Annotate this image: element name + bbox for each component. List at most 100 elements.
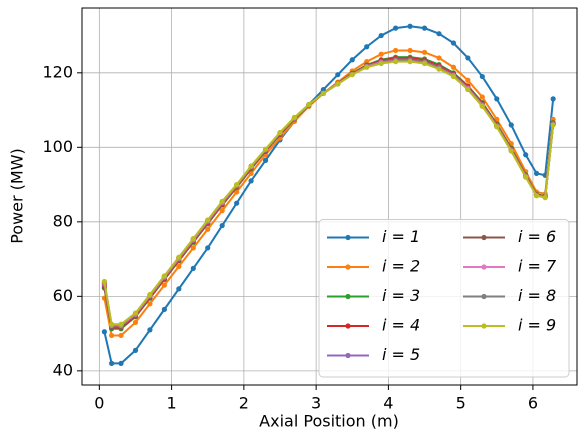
point <box>262 146 269 152</box>
legend-label: i = 4 <box>382 316 420 335</box>
y-axis-label: Power (MW) <box>8 148 27 244</box>
point <box>161 273 167 279</box>
point <box>349 57 355 63</box>
point <box>393 59 399 65</box>
series-line <box>103 60 555 326</box>
point <box>205 217 211 223</box>
point <box>205 245 211 251</box>
x-tick-label: 3 <box>311 394 321 413</box>
point <box>436 55 442 61</box>
point <box>147 291 153 298</box>
plot-frame <box>81 7 578 386</box>
point <box>109 321 115 327</box>
point <box>234 200 240 206</box>
legend-marker <box>345 323 351 329</box>
point <box>118 321 124 327</box>
legend-label: i = 8 <box>518 286 556 305</box>
point <box>147 301 153 307</box>
legend-label: i = 2 <box>382 257 420 276</box>
y-tick-label: 60 <box>53 286 73 305</box>
legend-label: i = 7 <box>518 257 557 276</box>
legend-box <box>318 219 570 378</box>
point <box>234 189 240 195</box>
point <box>219 208 225 214</box>
point <box>205 226 211 232</box>
point <box>161 306 167 312</box>
point <box>335 72 341 78</box>
point <box>248 178 254 184</box>
x-axis-label: Axial Position (m) <box>259 412 399 431</box>
point <box>523 174 529 180</box>
series-line <box>103 25 555 365</box>
point <box>262 157 269 163</box>
point <box>421 60 428 67</box>
point <box>291 114 298 121</box>
point <box>378 51 384 57</box>
point <box>118 332 124 339</box>
point <box>132 347 139 353</box>
x-tick-label: 4 <box>383 394 393 413</box>
point <box>450 40 457 46</box>
point <box>190 245 196 251</box>
point <box>378 32 384 39</box>
legend: i = 1 i = 2 i = 3 i = 4 i = 5 i = 6 i = 7 i = 8… <box>318 219 570 378</box>
point <box>176 263 182 270</box>
point <box>508 148 514 154</box>
point <box>176 254 182 260</box>
point <box>407 59 413 65</box>
point <box>335 81 341 87</box>
point <box>494 124 500 130</box>
point <box>421 25 428 31</box>
legend-marker <box>481 323 487 329</box>
point <box>219 222 225 229</box>
point <box>320 90 326 96</box>
point <box>393 25 399 31</box>
point <box>407 23 413 29</box>
x-tick-label: 6 <box>528 394 538 413</box>
legend-label: i = 1 <box>382 227 420 246</box>
point <box>190 235 196 242</box>
point <box>248 163 254 169</box>
point <box>147 327 153 333</box>
legend-label: i = 5 <box>382 345 420 364</box>
legend-marker <box>481 234 487 241</box>
y-tick-label: 100 <box>42 137 73 156</box>
point <box>277 129 283 136</box>
legend-marker <box>481 264 487 270</box>
point <box>479 94 485 100</box>
point <box>542 195 548 201</box>
point <box>421 49 428 55</box>
point <box>508 122 514 128</box>
point <box>132 310 139 316</box>
point <box>550 96 556 102</box>
point <box>494 96 500 102</box>
point <box>450 73 457 80</box>
x-tick-label: 5 <box>456 394 466 413</box>
point <box>109 360 115 366</box>
point <box>533 193 540 199</box>
point <box>109 332 115 339</box>
point <box>161 282 167 288</box>
point <box>190 265 196 271</box>
x-tick-label: 0 <box>94 394 104 413</box>
point <box>450 64 457 70</box>
legend-marker <box>345 293 351 300</box>
point <box>533 170 540 177</box>
point <box>118 360 124 366</box>
x-tick-label: 2 <box>239 394 249 413</box>
point <box>479 103 485 109</box>
point <box>465 77 471 83</box>
legend-marker <box>345 352 351 359</box>
point <box>550 122 556 128</box>
point <box>132 319 139 326</box>
y-tick-label: 40 <box>53 360 73 379</box>
point <box>219 198 225 204</box>
point <box>393 47 399 54</box>
x-tick-label: 1 <box>167 394 177 413</box>
legend-label: i = 3 <box>382 286 420 305</box>
point <box>407 47 413 54</box>
legend-label: i = 6 <box>518 227 556 246</box>
point <box>523 152 529 158</box>
point <box>176 286 182 292</box>
